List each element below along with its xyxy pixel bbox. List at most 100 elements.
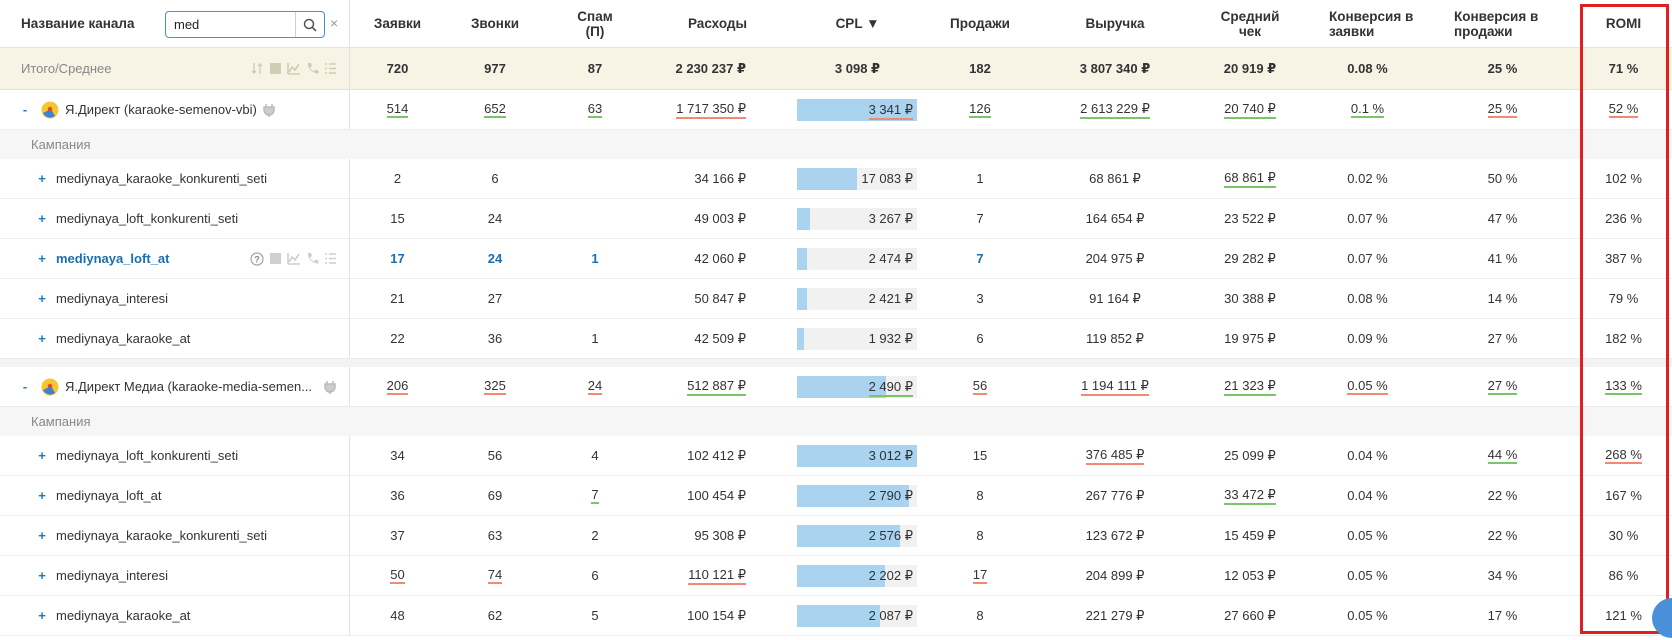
collapse-toggle[interactable]: -	[22, 379, 28, 394]
expenses[interactable]: 34 166 ₽	[694, 170, 746, 186]
search-button[interactable]	[295, 12, 324, 37]
expand-toggle[interactable]: +	[38, 291, 46, 306]
calls[interactable]: 74	[487, 567, 503, 584]
romi[interactable]: 86 %	[1608, 568, 1639, 583]
chart-icon[interactable]	[287, 62, 301, 75]
calls[interactable]: 56	[487, 448, 503, 463]
spam[interactable]	[545, 199, 645, 238]
conv-requests[interactable]: 0.07 %	[1347, 211, 1388, 226]
campaign-row[interactable]: + mediynaya_interesi 50 74 6 110 121 ₽ 2 202 ₽…	[0, 556, 1672, 596]
revenue[interactable]: 91 164 ₽	[1089, 290, 1141, 306]
avg-check[interactable]: 12 053 ₽	[1224, 567, 1276, 583]
sales[interactable]: 56	[972, 378, 988, 395]
calls[interactable]: 36	[487, 331, 503, 346]
requests[interactable]: 21	[390, 291, 405, 306]
expand-toggle[interactable]: +	[38, 528, 46, 543]
expenses[interactable]: 110 121 ₽	[645, 556, 790, 595]
sales[interactable]: 6	[976, 331, 984, 346]
expand-toggle[interactable]: +	[38, 448, 46, 463]
sales[interactable]: 8	[976, 528, 984, 543]
conv-sales[interactable]: 47 %	[1487, 211, 1518, 226]
romi[interactable]: 133 %	[1605, 378, 1642, 395]
column-header-avg-check[interactable]: Средний чек	[1220, 8, 1280, 39]
column-header-calls[interactable]: Звонки	[470, 16, 520, 31]
revenue[interactable]: 123 672 ₽	[1085, 527, 1145, 543]
conv-requests[interactable]: 0.07 %	[1347, 251, 1388, 266]
conv-requests[interactable]: 0.04 %	[1347, 488, 1388, 503]
column-header-requests[interactable]: Заявки	[373, 16, 422, 31]
calls[interactable]: 652	[484, 101, 506, 118]
romi[interactable]: 121 %	[1605, 608, 1642, 623]
campaign-row[interactable]: + mediynaya_karaoke_at 48 62 5 100 154 ₽ 2 087…	[0, 596, 1672, 636]
expand-toggle[interactable]: +	[38, 568, 46, 583]
requests[interactable]: 206	[386, 378, 409, 395]
table-icon[interactable]	[269, 62, 282, 75]
requests[interactable]: 37	[390, 528, 405, 543]
column-header-conv-sales[interactable]: Конверсия в продажи	[1454, 8, 1539, 39]
column-header-expenses[interactable]: Расходы	[687, 16, 747, 31]
romi[interactable]: 268 %	[1605, 447, 1642, 464]
sales[interactable]: 8	[976, 488, 984, 503]
expand-toggle[interactable]: +	[38, 211, 46, 226]
conv-sales[interactable]: 17 %	[1487, 608, 1518, 623]
expenses[interactable]: 100 454 ₽	[687, 487, 746, 503]
revenue[interactable]: 204 975 ₽	[1085, 250, 1145, 266]
calls[interactable]: 69	[487, 488, 503, 503]
conv-requests[interactable]: 0.05 %	[1347, 608, 1388, 623]
avg-check[interactable]: 27 660 ₽	[1224, 607, 1276, 623]
help-icon[interactable]: ?	[250, 251, 264, 266]
conv-sales[interactable]: 41 %	[1487, 251, 1518, 266]
list-icon[interactable]	[324, 62, 337, 75]
avg-check[interactable]: 20 740 ₽	[1195, 90, 1305, 129]
spam[interactable]: 63	[587, 101, 603, 118]
campaign-row[interactable]: + mediynaya_interesi 21 27 50 847 ₽ 2 421 ₽ 3 9…	[0, 279, 1672, 319]
expenses[interactable]: 100 154 ₽	[687, 607, 746, 623]
avg-check[interactable]: 23 522 ₽	[1224, 210, 1276, 226]
romi[interactable]: 79 %	[1608, 291, 1639, 306]
avg-check[interactable]: 25 099 ₽	[1224, 447, 1276, 463]
sales[interactable]: 126	[969, 101, 991, 118]
channel-row[interactable]: - Я.Директ Медиа (karaoke-media-semen...…	[0, 367, 1672, 407]
conv-requests[interactable]: 0.1 %	[1350, 101, 1385, 118]
expenses[interactable]: 49 003 ₽	[694, 210, 746, 226]
sales[interactable]: 7	[976, 251, 984, 266]
sales[interactable]: 17	[972, 567, 988, 584]
expenses[interactable]: 512 887 ₽	[645, 367, 790, 406]
romi[interactable]: 387 %	[1605, 251, 1642, 266]
column-header-channel[interactable]: Название канала	[0, 0, 350, 47]
column-header-sales[interactable]: Продажи	[950, 16, 1010, 31]
requests[interactable]: 36	[390, 488, 405, 503]
conv-sales[interactable]: 22 %	[1487, 488, 1518, 503]
revenue[interactable]: 204 899 ₽	[1085, 567, 1145, 583]
column-header-conv-requests[interactable]: Конверсия в заявки	[1329, 8, 1414, 39]
calls[interactable]: 6	[491, 171, 499, 186]
campaign-row[interactable]: + mediynaya_karaoke_konkurenti_seti 2 6 34 1…	[0, 159, 1672, 199]
expand-toggle[interactable]: +	[38, 171, 46, 186]
sales[interactable]: 1	[976, 171, 984, 186]
campaign-row[interactable]: + mediynaya_loft_konkurenti_seti 15 24 49 00…	[0, 199, 1672, 239]
column-header-revenue[interactable]: Выручка	[1085, 16, 1145, 31]
expenses[interactable]: 42 509 ₽	[694, 330, 746, 346]
requests[interactable]: 17	[390, 251, 405, 266]
table-icon[interactable]	[269, 252, 282, 265]
phone-icon[interactable]	[306, 252, 319, 265]
conv-requests[interactable]: 0.02 %	[1347, 171, 1388, 186]
sort-icon[interactable]	[251, 62, 264, 75]
plug-icon[interactable]	[263, 103, 275, 117]
conv-sales[interactable]: 27 %	[1487, 378, 1518, 395]
romi[interactable]: 30 %	[1608, 528, 1639, 543]
conv-requests[interactable]: 0.04 %	[1347, 448, 1388, 463]
avg-check[interactable]: 29 282 ₽	[1224, 250, 1276, 266]
revenue[interactable]: 119 852 ₽	[1086, 330, 1144, 346]
campaign-row[interactable]: + mediynaya_karaoke_konkurenti_seti 37 63 2 9…	[0, 516, 1672, 556]
column-header-romi[interactable]: ROMI	[1605, 16, 1642, 31]
spam[interactable]: 5	[591, 608, 599, 623]
conv-sales[interactable]: 27 %	[1487, 331, 1518, 346]
spam[interactable]: 7	[591, 487, 599, 504]
revenue[interactable]: 1 194 111 ₽	[1035, 367, 1195, 406]
expenses[interactable]: 50 847 ₽	[694, 290, 746, 306]
requests[interactable]: 514	[386, 101, 409, 118]
calls[interactable]: 24	[487, 211, 503, 226]
avg-check[interactable]: 30 388 ₽	[1224, 290, 1276, 306]
requests[interactable]: 48	[390, 608, 405, 623]
